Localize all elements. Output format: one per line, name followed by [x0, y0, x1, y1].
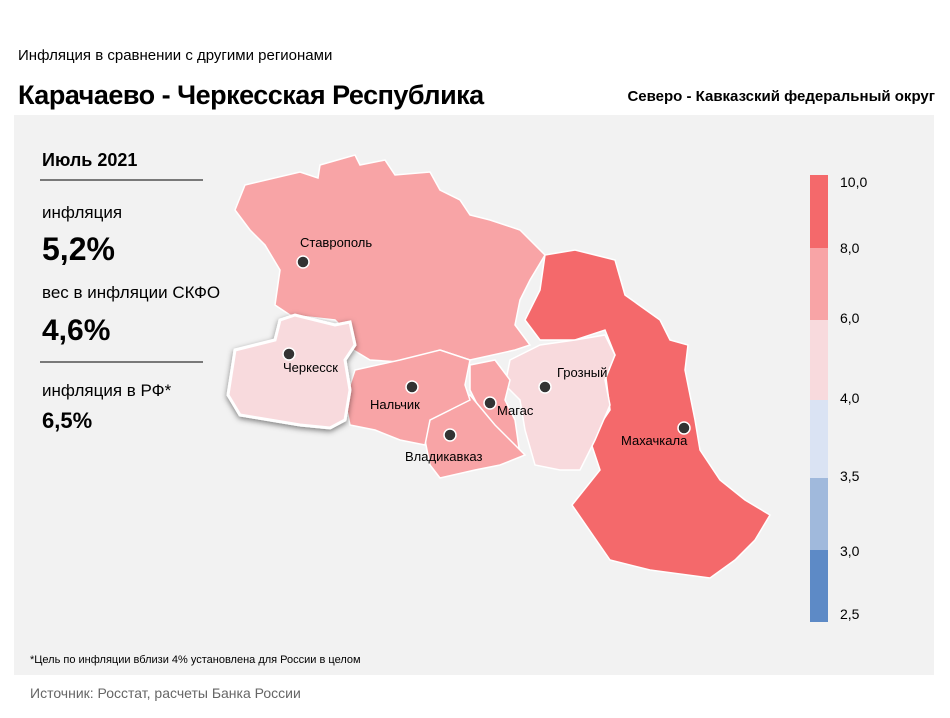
subtitle: Инфляция в сравнении с другими регионами: [18, 47, 332, 64]
city-label: Махачкала: [621, 433, 688, 448]
region-kbr: [344, 349, 471, 446]
source: Источник: Росстат, расчеты Банка России: [30, 685, 301, 701]
city-dot: [405, 380, 419, 394]
rf-label: инфляция в РФ*: [42, 381, 172, 400]
legend-tick-label: 8,0: [840, 240, 860, 256]
legend-band: [810, 248, 828, 320]
city-label: Магас: [497, 403, 534, 418]
city-dot: [677, 421, 691, 435]
legend-band: [810, 175, 828, 248]
footnote: *Цель по инфляции вблизи 4% установлена …: [30, 654, 361, 666]
legend-tick-label: 6,0: [840, 310, 860, 326]
weight-label: вес в инфляции СКФО: [42, 283, 220, 302]
region-stavropol: [234, 154, 546, 363]
district: Северо - Кавказский федеральный округ: [627, 88, 935, 105]
city-dot: [483, 396, 497, 410]
city-dot: [443, 428, 457, 442]
city-label: Владикавказ: [405, 449, 483, 464]
period: Июль 2021: [42, 150, 137, 170]
legend-band: [810, 550, 828, 622]
city-dot: [282, 347, 296, 361]
rf-value: 6,5%: [42, 408, 92, 433]
region-kchr: [226, 313, 357, 430]
city-label: Нальчик: [370, 397, 420, 412]
legend-tick-label: 10,0: [840, 174, 867, 190]
inflation-label: инфляция: [42, 203, 122, 222]
legend-band: [810, 400, 828, 478]
city-dot: [538, 380, 552, 394]
city-label: Черкесск: [283, 360, 338, 375]
legend-tick-label: 3,0: [840, 543, 860, 559]
region-dagestan: [524, 249, 772, 579]
legend-tick-label: 3,5: [840, 468, 860, 484]
legend-band: [810, 320, 828, 400]
inflation-value: 5,2%: [42, 231, 115, 267]
weight-value: 4,6%: [42, 314, 110, 347]
city-dot: [296, 255, 310, 269]
city-label: Ставрополь: [300, 235, 372, 250]
city-label: Грозный: [557, 365, 607, 380]
legend-tick-label: 4,0: [840, 390, 860, 406]
title: Карачаево - Черкесская Республика: [18, 80, 485, 110]
region-chechnya: [504, 334, 616, 471]
legend-band: [810, 478, 828, 550]
legend-tick-label: 2,5: [840, 606, 860, 622]
